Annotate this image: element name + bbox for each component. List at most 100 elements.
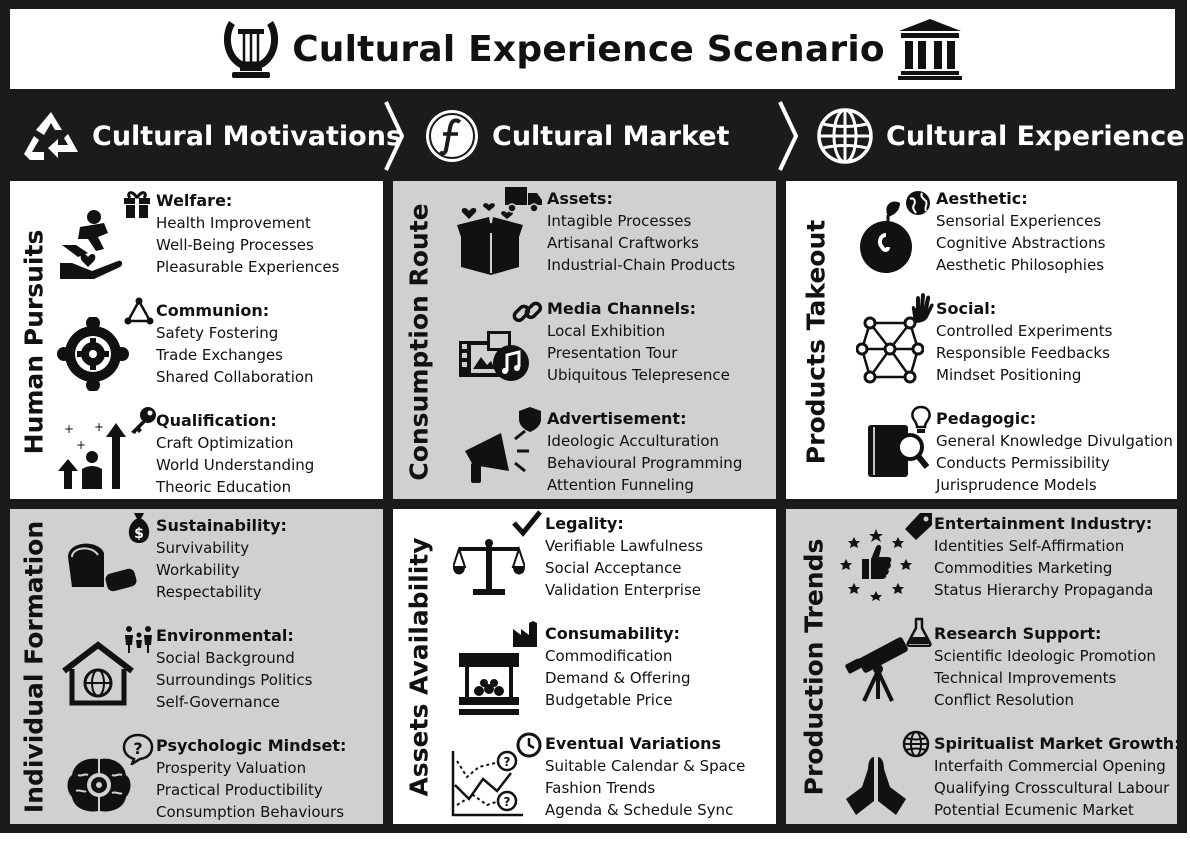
item-line: Agenda & Schedule Sync — [545, 801, 734, 819]
item-line: Intagible Processes — [547, 212, 692, 230]
item-title: Spiritualist Market Growth: — [934, 734, 1181, 753]
item-consumability: Consumability: Commodification Demand & … — [545, 623, 691, 711]
chevron-right-icon — [384, 101, 405, 171]
item-social: Social: Controlled Experiments Responsib… — [936, 298, 1112, 386]
variation-chart-icon: ? ? — [451, 750, 523, 817]
header-cultural-market: Cultural Market — [424, 100, 729, 172]
item-aesthetic: Aesthetic: Sensorial Experiences Cogniti… — [936, 188, 1105, 276]
shield-icon — [519, 407, 541, 432]
svg-text:$: $ — [134, 526, 144, 542]
header-label: Cultural Experience — [886, 120, 1185, 152]
panel-consumption-route: Consumption Route Assets: Intagible Proc… — [393, 181, 776, 499]
item-spiritualist-market-growth: Spiritualist Market Growth: Interfaith C… — [934, 733, 1181, 821]
item-title: Welfare: — [156, 191, 233, 210]
svg-text:+: + — [94, 420, 104, 434]
panel-side-label: Human Pursuits — [19, 229, 49, 455]
panel-side-label: Products Takeout — [801, 219, 831, 465]
item-title: Pedagogic: — [936, 409, 1037, 428]
item-title: Psychologic Mindset: — [156, 736, 347, 755]
delivery-truck-icon — [505, 187, 542, 213]
item-title: Media Channels: — [547, 299, 697, 318]
brain-gear-icon — [67, 758, 131, 812]
header-cultural-motivations: Cultural Motivations — [22, 100, 402, 172]
item-line: Pleasurable Experiences — [156, 258, 340, 276]
item-advertisement: Advertisement: Ideologic Acculturation B… — [547, 408, 742, 496]
item-line: Technical Improvements — [934, 669, 1117, 687]
item-title: Assets: — [547, 189, 613, 208]
item-legality: Legality: Verifiable Lawfulness Social A… — [545, 513, 703, 601]
network-graph-icon — [856, 316, 924, 384]
item-line: Mindset Positioning — [936, 366, 1082, 384]
item-line: Trade Exchanges — [156, 346, 283, 364]
item-title: Entertainment Industry: — [934, 514, 1153, 533]
item-assets: Assets: Intagible Processes Artisanal Cr… — [547, 188, 735, 276]
question-bubble-icon: ? — [122, 733, 154, 765]
item-title: Sustainability: — [156, 516, 287, 535]
lightbulb-icon — [911, 405, 931, 433]
item-line: Interfaith Commercial Opening — [934, 757, 1166, 775]
item-line: Prosperity Valuation — [156, 759, 307, 777]
panel-products-takeout: Products Takeout Aesthetic: Sensorial Ex… — [786, 181, 1177, 499]
item-line: Ubiquitous Telepresence — [547, 366, 730, 384]
item-title: Aesthetic: — [936, 189, 1028, 208]
gift-box-hearts-icon — [457, 203, 523, 275]
item-line: Verifiable Lawfulness — [545, 537, 704, 555]
factory-icon — [513, 621, 537, 647]
item-line: Survivability — [156, 539, 250, 557]
item-line: Local Exhibition — [547, 322, 666, 340]
item-line: Budgetable Price — [545, 691, 673, 709]
item-line: Respectability — [156, 583, 262, 601]
bread-icon — [68, 543, 137, 592]
item-line: Responsible Feedbacks — [936, 344, 1110, 362]
panel-side-label: Assets Availability — [404, 537, 434, 797]
item-line: Craft Optimization — [156, 434, 294, 452]
panel-human-pursuits: Human Pursuits Welfare: Health Improveme… — [10, 181, 383, 499]
item-line: Sensorial Experiences — [936, 212, 1102, 230]
svg-text:+: + — [64, 422, 74, 436]
item-line: Safety Fostering — [156, 324, 279, 342]
item-line: Potential Ecumenic Market — [934, 801, 1134, 819]
svg-text:?: ? — [504, 795, 511, 809]
header-label: Cultural Motivations — [92, 120, 403, 152]
flask-icon — [906, 617, 932, 647]
recycle-icon — [24, 112, 78, 160]
item-entertainment-industry: Entertainment Industry: Identities Self-… — [934, 513, 1153, 601]
panel-assets-availability: Assets Availability Legality: Verifiable… — [393, 509, 776, 824]
item-line: Conducts Permissibility — [936, 454, 1110, 472]
item-welfare: Welfare: Health Improvement Well-Being P… — [156, 190, 339, 278]
header-cultural-experience: Cultural Experience — [816, 100, 1185, 172]
fruit-sprout-icon — [860, 201, 912, 273]
panel-side-label: Consumption Route — [404, 203, 434, 481]
price-tag-icon — [905, 513, 932, 540]
telescope-icon — [845, 637, 908, 702]
growth-arrows-icon: + + + — [58, 420, 126, 489]
svg-text:?: ? — [504, 755, 511, 769]
item-line: Conflict Resolution — [934, 691, 1075, 709]
globe-icon — [902, 730, 930, 758]
raised-hand-icon — [911, 293, 934, 323]
item-line: Demand & Offering — [545, 669, 691, 687]
item-title: Qualification: — [156, 411, 277, 430]
header-label: Cultural Market — [492, 120, 730, 152]
item-title: Environmental: — [156, 626, 294, 645]
item-title: Communion: — [156, 301, 270, 320]
family-icon — [125, 626, 152, 653]
item-environmental: Environmental: Social Background Surroun… — [156, 625, 312, 713]
temple-icon — [897, 19, 962, 80]
item-psychologic-mindset: Psychologic Mindset: Prosperity Valuatio… — [156, 735, 346, 823]
key-icon — [131, 407, 156, 434]
media-icon — [459, 331, 529, 381]
item-line: Identities Self-Affirmation — [934, 537, 1125, 555]
item-title: Social: — [936, 299, 997, 318]
item-line: Attention Funneling — [547, 476, 694, 494]
item-line: Social Acceptance — [545, 559, 682, 577]
item-line: Cognitive Abstractions — [936, 234, 1106, 252]
book-magnifier-icon — [868, 425, 930, 477]
title-box: Cultural Experience Scenario — [10, 9, 1175, 89]
header-bar: Cultural Motivations Cultural Market — [0, 100, 1187, 172]
item-eventual-variations: Eventual Variations Suitable Calendar & … — [545, 733, 745, 821]
helping-hands-icon — [60, 210, 123, 279]
item-line: Commodification — [545, 647, 673, 665]
network-nodes-icon — [124, 297, 154, 325]
item-line: Surroundings Politics — [156, 671, 313, 689]
